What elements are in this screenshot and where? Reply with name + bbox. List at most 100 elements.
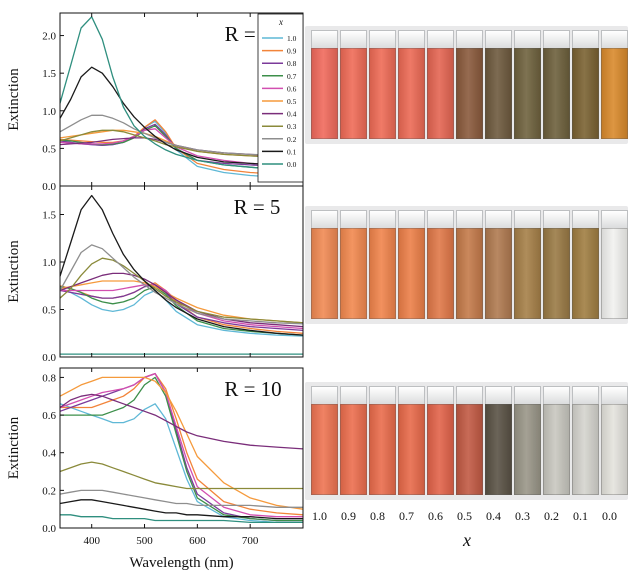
- y-tick-label: 0.0: [42, 181, 56, 193]
- legend-entry-label: 0.4: [287, 110, 297, 119]
- vial-liquid: [572, 404, 599, 495]
- photo-x-tick: 0.8: [370, 509, 385, 523]
- y-tick-label: 0.8: [42, 372, 56, 384]
- series-line-x-0.2: [59, 489, 303, 508]
- y-tick-label: 2.0: [42, 31, 56, 43]
- series-line-x-0.4: [59, 393, 304, 450]
- vial-cap: [340, 210, 367, 229]
- vial-liquid: [514, 48, 541, 139]
- y-tick-label: 0.0: [42, 523, 56, 535]
- chart-panel-3: 0.0 0.2 0.4 0.6 0.8 Extinction R = 10: [6, 367, 304, 535]
- vial: [514, 386, 541, 495]
- x-tick-label: 400: [83, 535, 100, 547]
- series-line-x-0.2: [59, 244, 304, 325]
- vial: [456, 30, 483, 139]
- vial-cap: [340, 30, 367, 49]
- vial-liquid: [398, 48, 425, 139]
- plot-frame: [59, 367, 304, 529]
- vial-liquid: [369, 228, 396, 319]
- vial: [456, 386, 483, 495]
- series-line-x-0.6: [59, 128, 304, 168]
- series-line-x-0.7: [60, 376, 303, 522]
- vial-cap: [340, 386, 367, 405]
- series-line-x-1.0: [59, 287, 304, 337]
- vial: [340, 210, 367, 319]
- vial-liquid: [427, 48, 454, 139]
- vial-cap: [514, 210, 541, 229]
- legend-entry-label: 0.9: [287, 47, 297, 56]
- vial-cap: [601, 210, 628, 229]
- series-line-x-0.5: [59, 376, 304, 510]
- plot-frame: [59, 185, 304, 358]
- vial-cap: [485, 386, 512, 405]
- photo-x-tick: 0.0: [602, 509, 617, 523]
- vial: [485, 210, 512, 319]
- legend-entry-label: 0.7: [287, 72, 297, 81]
- vial-cap: [398, 386, 425, 405]
- panel-annotation: R = 10: [224, 377, 281, 401]
- vial-cap: [456, 30, 483, 49]
- vial-cap: [572, 30, 599, 49]
- vial-liquid: [514, 404, 541, 495]
- vial-cap: [456, 210, 483, 229]
- vial-cap: [311, 386, 338, 405]
- legend-box: [257, 13, 304, 183]
- series-line-x-0.3: [59, 461, 303, 490]
- vial-liquid: [543, 228, 570, 319]
- vial-liquid: [398, 228, 425, 319]
- legend-entry-label: 1.0: [287, 34, 297, 43]
- vial-liquid: [485, 48, 512, 139]
- vial: [427, 30, 454, 139]
- vial-liquid: [601, 404, 628, 495]
- vial: [601, 210, 628, 319]
- vial-liquid: [369, 404, 396, 495]
- y-axis-label: Extinction: [6, 240, 22, 303]
- vial-cap: [311, 30, 338, 49]
- vial: [601, 386, 628, 495]
- x-tick-label: 600: [189, 535, 206, 547]
- photo-x-tick: 0.2: [544, 509, 559, 523]
- vial-cap: [485, 30, 512, 49]
- vial-cap: [369, 386, 396, 405]
- y-axis-label: Extinction: [6, 416, 22, 479]
- vial: [369, 210, 396, 319]
- vial: [340, 30, 367, 139]
- photo-x-tick: 0.5: [457, 509, 472, 523]
- panel-annotation: R = 5: [234, 195, 281, 219]
- photo-x-tick: 0.1: [573, 509, 588, 523]
- y-tick-label: 0.5: [42, 143, 56, 155]
- vial-liquid: [456, 404, 483, 495]
- photo-x-tick: 0.7: [399, 509, 414, 523]
- vial-liquid: [427, 404, 454, 495]
- vial: [398, 30, 425, 139]
- y-tick-label: 0.5: [42, 305, 56, 317]
- y-tick-label: 0.4: [42, 448, 56, 460]
- vial: [340, 386, 367, 495]
- vial-liquid: [514, 228, 541, 319]
- vial-cap: [543, 386, 570, 405]
- photo-x-axis-label: x: [463, 530, 471, 550]
- vial-cap: [369, 210, 396, 229]
- photo-x-tick: 1.0: [312, 509, 327, 523]
- series-line-x-0.1: [59, 66, 304, 168]
- vial: [398, 386, 425, 495]
- y-tick-label: 1.5: [42, 210, 56, 222]
- y-tick-label: 1.0: [42, 257, 56, 269]
- series-line-x-0.0: [59, 16, 304, 172]
- vial-liquid: [456, 48, 483, 139]
- vial-cap: [543, 210, 570, 229]
- vial: [543, 210, 570, 319]
- vial: [514, 30, 541, 139]
- vial-cap: [427, 210, 454, 229]
- photo-x-tick: 0.9: [341, 509, 356, 523]
- vial-cap: [514, 386, 541, 405]
- vial: [543, 386, 570, 495]
- series-line-x-0.0: [60, 514, 303, 524]
- vial-liquid: [601, 48, 628, 139]
- vial-liquid: [311, 404, 338, 495]
- vial: [456, 210, 483, 319]
- vial-liquid: [311, 48, 338, 139]
- vial: [572, 210, 599, 319]
- vial-cap: [398, 210, 425, 229]
